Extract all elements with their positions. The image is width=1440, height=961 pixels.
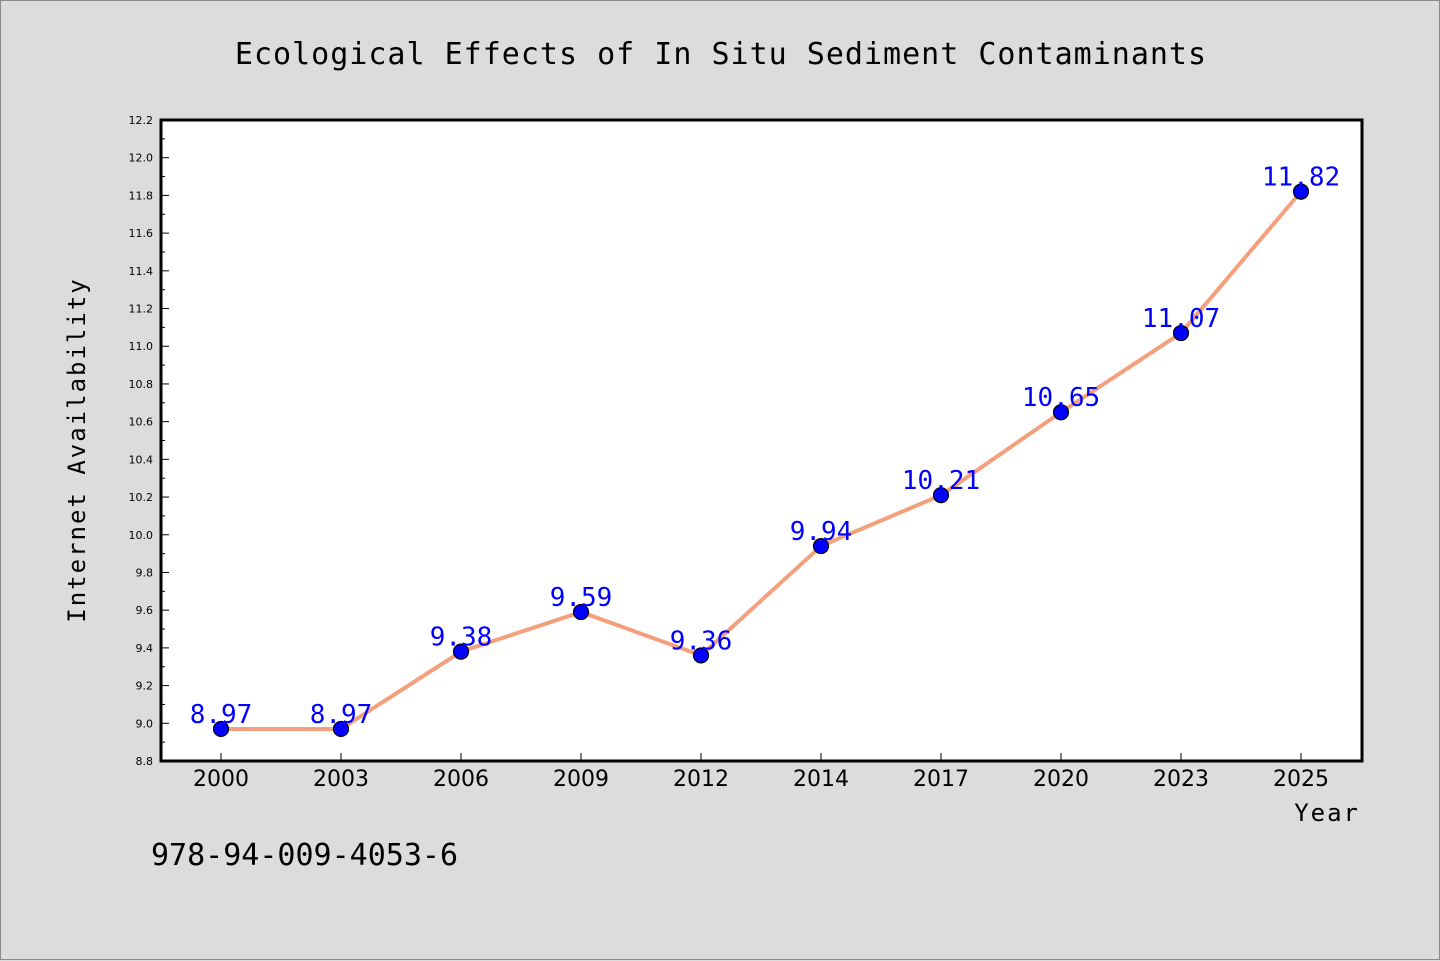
y-tick-label: 9.2	[136, 680, 154, 693]
y-tick-label: 10.0	[129, 529, 154, 542]
y-tick-label: 11.8	[129, 189, 154, 202]
data-point	[572, 603, 590, 621]
isbn-text: 978-94-009-4053-6	[151, 838, 458, 873]
x-tick-label: 2009	[553, 767, 609, 792]
x-tick-label: 2023	[1153, 767, 1209, 792]
data-point	[692, 647, 710, 664]
x-tick-label: 2000	[193, 767, 249, 792]
y-axis: 8.8 9.0 9.2 9.4 9.6 9.8 10.0 10.2 10.4 10.6 10.8 11…	[129, 114, 169, 768]
y-tick-label: 11.6	[129, 227, 154, 240]
data-label: 8.97	[190, 700, 253, 730]
x-axis-title: Year	[1294, 799, 1360, 827]
y-tick-label: 9.6	[136, 604, 154, 617]
x-tick-label: 2012	[673, 767, 729, 792]
y-tick-label: 9.8	[136, 566, 154, 579]
data-point	[332, 720, 350, 738]
data-point	[1292, 183, 1310, 200]
data-label: 9.94	[790, 517, 853, 547]
data-point	[1052, 404, 1070, 421]
x-axis: 2000 2003 2006 2009 2012 2014 2017 2020 2023 2025	[193, 753, 1329, 792]
y-tick-label: 10.6	[129, 416, 154, 429]
series-layer	[212, 183, 1310, 738]
data-label: 11.82	[1262, 163, 1340, 193]
data-point	[932, 487, 950, 504]
plot-area	[159, 118, 1364, 763]
data-label: 9.59	[550, 583, 613, 613]
data-label: 11.07	[1142, 304, 1220, 334]
data-label: 9.36	[670, 626, 733, 656]
data-point	[1172, 324, 1190, 342]
data-labels-layer: 8.97 8.97 9.38 9.59 9.36 9.94 10.21 10.65 11.07 1…	[190, 163, 1340, 730]
y-tick-label: 9.0	[136, 717, 154, 730]
y-tick-label: 8.8	[136, 755, 154, 768]
y-tick-label: 10.2	[129, 491, 154, 504]
x-tick-label: 2017	[913, 767, 969, 792]
data-label: 8.97	[310, 700, 373, 730]
y-tick-label: 12.2	[129, 114, 154, 127]
x-tick-label: 2014	[793, 767, 849, 792]
y-tick-label: 10.4	[129, 453, 154, 466]
data-point	[812, 537, 830, 555]
x-tick-label: 2006	[433, 767, 489, 792]
y-tick-label: 10.8	[129, 378, 154, 391]
x-tick-label: 2003	[313, 767, 369, 792]
y-axis-title: Internet Availability	[63, 277, 91, 622]
y-tick-label: 11.2	[129, 303, 154, 316]
data-label: 10.21	[902, 466, 980, 496]
x-tick-label: 2020	[1033, 767, 1089, 792]
data-point	[212, 720, 230, 738]
x-tick-label: 2025	[1273, 767, 1329, 792]
y-tick-label: 11.0	[129, 340, 154, 353]
y-tick-label: 9.4	[136, 642, 154, 655]
y-tick-label: 12.0	[129, 152, 154, 165]
chart-title: Ecological Effects of In Situ Sediment C…	[235, 37, 1207, 72]
data-point	[452, 643, 470, 660]
series-line	[219, 189, 1303, 731]
data-label: 10.65	[1022, 383, 1100, 413]
data-label: 9.38	[430, 623, 493, 653]
y-tick-label: 11.4	[129, 265, 154, 278]
